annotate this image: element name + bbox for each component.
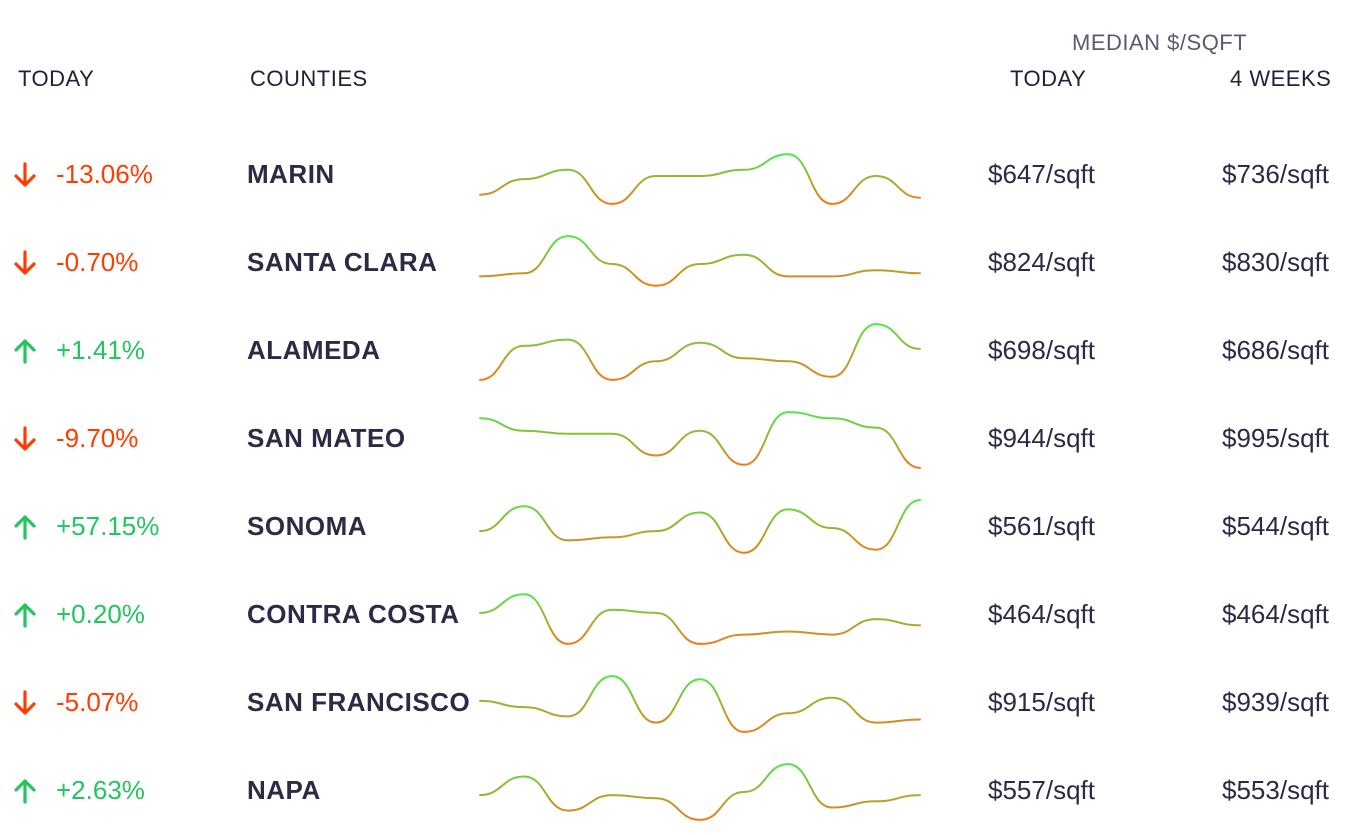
table-row: +1.41% ALAMEDA $698/sqft $686/sqft	[0, 307, 1372, 395]
sparkline-path	[479, 235, 921, 287]
sparkline-path	[479, 763, 921, 821]
arrow-up-icon	[14, 515, 36, 540]
price-4weeks: $686/sqft	[1222, 335, 1329, 365]
trend-sparkline	[479, 593, 921, 645]
header-today: TODAY	[18, 66, 95, 91]
price-today: $944/sqft	[988, 423, 1095, 453]
county-name: SONOMA	[247, 511, 367, 541]
table-row: -0.70% SANTA CLARA $824/sqft $830/sqft	[0, 219, 1372, 307]
price-today: $824/sqft	[988, 247, 1095, 277]
price-today: $698/sqft	[988, 335, 1095, 365]
table-row: -5.07% SAN FRANCISCO $915/sqft $939/sqft	[0, 659, 1372, 747]
change-percent: -0.70%	[56, 247, 139, 277]
table-row: +0.20% CONTRA COSTA $464/sqft $464/sqft	[0, 571, 1372, 659]
sparkline-path	[479, 411, 921, 469]
county-name: MARIN	[247, 159, 335, 189]
change-percent: +1.41%	[56, 335, 145, 365]
trend-sparkline	[479, 411, 921, 469]
change-percent: +0.20%	[56, 599, 145, 629]
arrow-down-icon	[14, 250, 36, 275]
price-4weeks: $995/sqft	[1222, 423, 1329, 453]
county-name: SANTA CLARA	[247, 247, 438, 277]
county-name: ALAMEDA	[247, 335, 381, 365]
trend-sparkline	[479, 499, 921, 554]
header-price-today: TODAY	[1010, 66, 1087, 91]
sparkline-path	[479, 323, 921, 381]
price-today: $557/sqft	[988, 775, 1095, 805]
trend-sparkline	[479, 323, 921, 381]
change-percent: -5.07%	[56, 687, 139, 717]
county-name: CONTRA COSTA	[247, 599, 460, 629]
arrow-up-icon	[14, 779, 36, 804]
table-row: -13.06% MARIN $647/sqft $736/sqft	[0, 131, 1372, 219]
change-percent: +2.63%	[56, 775, 145, 805]
trend-sparkline	[479, 235, 921, 287]
table-row: -9.70% SAN MATEO $944/sqft $995/sqft	[0, 395, 1372, 483]
arrow-up-icon	[14, 339, 36, 364]
change-percent: -13.06%	[56, 159, 153, 189]
sparkline-path	[479, 153, 921, 205]
arrow-up-icon	[14, 603, 36, 628]
price-today: $915/sqft	[988, 687, 1095, 717]
price-4weeks: $553/sqft	[1222, 775, 1329, 805]
sparkline-path	[479, 593, 921, 645]
county-name: SAN MATEO	[247, 423, 406, 453]
price-4weeks: $736/sqft	[1222, 159, 1329, 189]
arrow-down-icon	[14, 162, 36, 187]
table-row: +2.63% NAPA $557/sqft $553/sqft	[0, 747, 1372, 835]
price-today: $647/sqft	[988, 159, 1095, 189]
change-percent: -9.70%	[56, 423, 139, 453]
price-4weeks: $830/sqft	[1222, 247, 1329, 277]
trend-sparkline	[479, 763, 921, 821]
price-today: $561/sqft	[988, 511, 1095, 541]
arrow-down-icon	[14, 690, 36, 715]
sparkline-path	[479, 675, 921, 733]
arrow-down-icon	[14, 426, 36, 451]
county-name: SAN FRANCISCO	[247, 687, 471, 717]
header-counties: COUNTIES	[250, 66, 368, 91]
trend-sparkline	[479, 153, 921, 205]
county-name: NAPA	[247, 775, 321, 805]
price-4weeks: $464/sqft	[1222, 599, 1329, 629]
sparkline-path	[479, 499, 921, 554]
table-row: +57.15% SONOMA $561/sqft $544/sqft	[0, 483, 1372, 571]
change-percent: +57.15%	[56, 511, 160, 541]
header-median-price-group: MEDIAN $/SQFT	[1072, 30, 1248, 55]
price-4weeks: $939/sqft	[1222, 687, 1329, 717]
price-4weeks: $544/sqft	[1222, 511, 1329, 541]
trend-sparkline	[479, 675, 921, 733]
header-price-4weeks: 4 WEEKS	[1230, 66, 1332, 91]
price-today: $464/sqft	[988, 599, 1095, 629]
